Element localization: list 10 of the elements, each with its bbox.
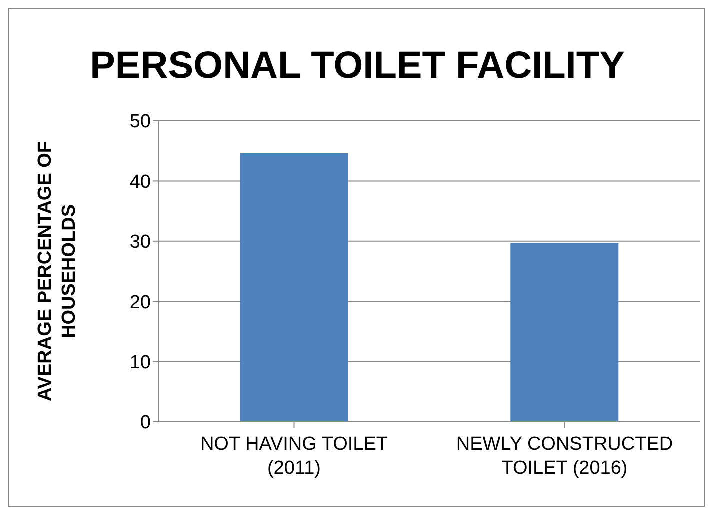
x-tick-label: NEWLY CONSTRUCTED TOILET (2016) [456, 434, 674, 479]
y-tick-label: 30 [130, 232, 151, 254]
y-tick-label: 50 [130, 112, 151, 133]
chart-title: PERSONAL TOILET FACILITY [89, 45, 626, 88]
x-tick-label: NOT HAVING TOILET (2011) [200, 434, 388, 479]
y-tick-label: 20 [130, 292, 151, 314]
y-tick-label: 10 [130, 352, 151, 374]
y-axis-title: AVERAGE PERCENTAGE OF HOUSEHOLDS [35, 141, 80, 402]
y-tick-label: 40 [130, 172, 151, 193]
y-tick-label: 0 [140, 412, 151, 434]
